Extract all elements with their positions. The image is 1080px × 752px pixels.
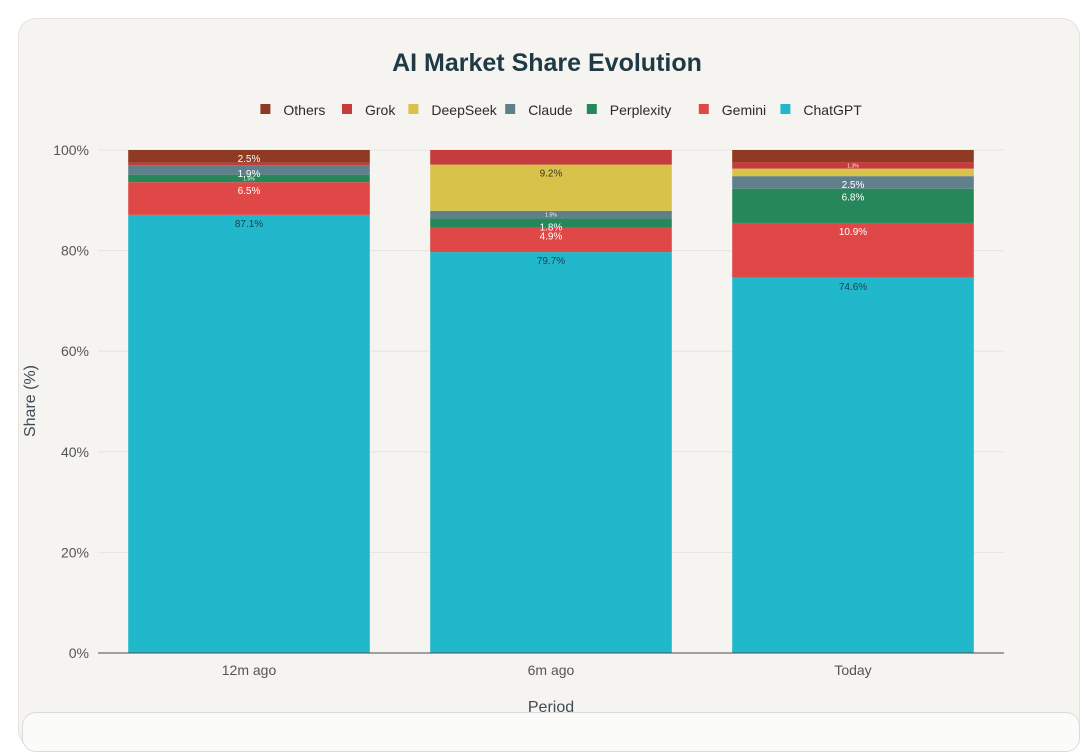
x-tick-label: Today [834, 662, 871, 678]
bar-chatgpt-6m-ago [430, 252, 672, 653]
y-axis-title: Share (%) [22, 365, 39, 437]
bars [128, 150, 974, 653]
data-label-chatgpt-12m-ago: 87.1% [235, 219, 263, 230]
legend-label-claude: Claude [528, 102, 573, 118]
data-label-gemini-12m-ago: 6.5% [238, 186, 261, 197]
legend-label-others: Others [283, 102, 325, 118]
bar-grok-6m-ago [430, 150, 672, 165]
data-label-claude-6m-ago: 1.5% [545, 213, 557, 219]
bar-gemini-today [732, 222, 974, 278]
x-axis-ticks: 12m ago 6m ago Today [222, 662, 872, 678]
bar-perplexity-today [732, 188, 974, 223]
bar-others-today [732, 150, 974, 163]
bar-claude-12m-ago [128, 165, 370, 175]
legend: Others Grok DeepSeek Claude Perplexity Gemini… [260, 102, 862, 118]
legend-swatch-perplexity [586, 104, 597, 114]
data-label-claude-today: 2.5% [842, 180, 865, 191]
bar-chatgpt-12m-ago [128, 214, 370, 653]
legend-swatch-others [260, 104, 271, 114]
bar-perplexity-6m-ago [430, 218, 672, 228]
x-tick-label: 12m ago [222, 662, 277, 678]
legend-label-chatgpt: ChatGPT [803, 102, 862, 118]
bar-chatgpt-today [732, 277, 974, 653]
legend-swatch-claude [505, 104, 516, 114]
data-label-deepseek-6m-ago: 9.2% [540, 169, 563, 180]
y-tick-label: 0% [69, 645, 89, 661]
bar-deepseek-6m-ago [430, 164, 672, 211]
legend-swatch-chatgpt [780, 104, 791, 114]
bar-claude-today [732, 176, 974, 189]
data-label-chatgpt-today: 74.6% [839, 282, 867, 293]
y-tick-label: 20% [61, 544, 89, 560]
data-labels: 87.1%6.5%1.5%1.9%2.5%79.7%4.9%1.8%1.5%9.… [235, 154, 867, 293]
data-label-gemini-today: 10.9% [839, 227, 867, 238]
bar-gemini-12m-ago [128, 182, 370, 215]
y-tick-label: 100% [53, 142, 89, 158]
legend-swatch-deepseek [408, 104, 419, 114]
legend-swatch-gemini [698, 104, 709, 114]
legend-label-deepseek: DeepSeek [431, 102, 497, 118]
data-label-claude-12m-ago: 1.9% [238, 169, 261, 180]
data-label-perplexity-today: 6.8% [842, 193, 865, 204]
legend-label-gemini: Gemini [722, 102, 766, 118]
y-tick-label: 60% [61, 343, 89, 359]
data-label-grok-today: 1.3% [847, 163, 859, 169]
bar-others-12m-ago [128, 150, 370, 163]
bar-claude-6m-ago [430, 210, 672, 219]
bar-perplexity-12m-ago [128, 174, 370, 183]
legend-label-perplexity: Perplexity [610, 102, 671, 118]
stacked-bar-chart: AI Market Share Evolution Others Grok Deep… [22, 49, 1004, 716]
y-axis-ticks: 0% 20% 40% 60% 80% 100% [53, 142, 89, 661]
legend-label-grok: Grok [365, 102, 396, 118]
x-axis-title: Period [528, 699, 574, 716]
data-label-gemini-6m-ago: 4.9% [540, 231, 563, 242]
legend-swatch-grok [342, 104, 352, 114]
y-tick-label: 80% [61, 243, 89, 259]
bar-grok-today [732, 162, 974, 169]
data-label-others-12m-ago: 2.5% [238, 154, 261, 165]
bar-grok-12m-ago [128, 162, 370, 166]
bar-deepseek-today [732, 168, 974, 177]
x-tick-label: 6m ago [528, 662, 575, 678]
bar-gemini-6m-ago [430, 227, 672, 253]
data-label-perplexity-6m-ago: 1.8% [540, 222, 563, 233]
y-tick-label: 40% [61, 444, 89, 460]
data-label-perplexity-12m-ago: 1.5% [243, 176, 255, 182]
data-label-chatgpt-6m-ago: 79.7% [537, 256, 565, 267]
chart-title: AI Market Share Evolution [392, 49, 702, 77]
